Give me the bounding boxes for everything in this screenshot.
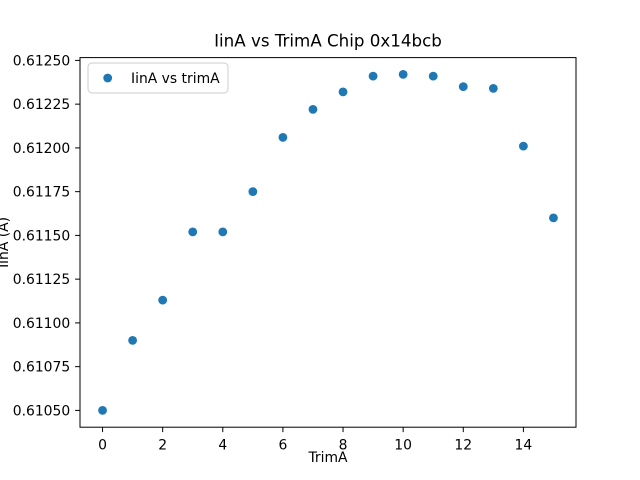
axes-frame <box>79 57 577 428</box>
legend-marker-icon <box>103 73 113 83</box>
data-point <box>308 105 318 114</box>
y-tick-label: 0.61075 <box>13 360 70 376</box>
x-tick-label: 2 <box>158 437 167 453</box>
plot-area <box>80 57 576 428</box>
y-tick-label: 0.61200 <box>13 141 70 157</box>
y-tick-label: 0.61125 <box>13 272 70 288</box>
x-tick-label: 12 <box>454 437 472 453</box>
legend-box <box>87 62 229 94</box>
x-axis-ticks: 0 2 4 6 8 10 12 14 <box>98 427 532 453</box>
data-point <box>188 227 198 237</box>
y-tick-label: 0.61150 <box>13 228 70 244</box>
x-tick-label: 0 <box>98 437 107 453</box>
y-axis-label: IinA (A) <box>0 217 12 268</box>
y-tick-label: 0.61175 <box>13 185 70 201</box>
data-point <box>248 187 258 197</box>
legend: IinA vs trimA <box>87 62 229 94</box>
x-tick-label: 8 <box>339 437 348 453</box>
x-axis-label: TrimA <box>307 450 348 466</box>
data-point <box>278 133 288 142</box>
y-tick-label: 0.61050 <box>13 403 70 419</box>
data-point <box>158 295 168 305</box>
data-point <box>398 70 408 79</box>
x-tick-label: 10 <box>394 437 412 453</box>
scatter-points <box>98 70 558 415</box>
data-point <box>488 84 498 93</box>
x-tick-label: 4 <box>218 437 227 453</box>
y-tick-label: 0.61100 <box>13 316 70 332</box>
x-tick-label: 14 <box>515 437 533 453</box>
chart-title: IinA vs TrimA Chip 0x14bcb <box>214 31 442 51</box>
legend-label: IinA vs trimA <box>131 71 220 87</box>
y-tick-label: 0.61225 <box>13 97 70 113</box>
data-point <box>458 82 468 92</box>
data-point <box>428 71 438 81</box>
data-point <box>549 213 558 223</box>
data-point <box>518 141 528 151</box>
data-point <box>98 406 107 415</box>
y-tick-label: 0.61250 <box>13 53 70 69</box>
data-point <box>128 336 138 345</box>
y-axis-ticks: 0.61050 0.61075 0.61100 0.61125 0.61150 0.611… <box>13 53 80 419</box>
x-tick-label: 6 <box>278 437 287 453</box>
data-point <box>218 227 228 237</box>
data-point <box>338 87 348 97</box>
data-point <box>368 71 378 81</box>
